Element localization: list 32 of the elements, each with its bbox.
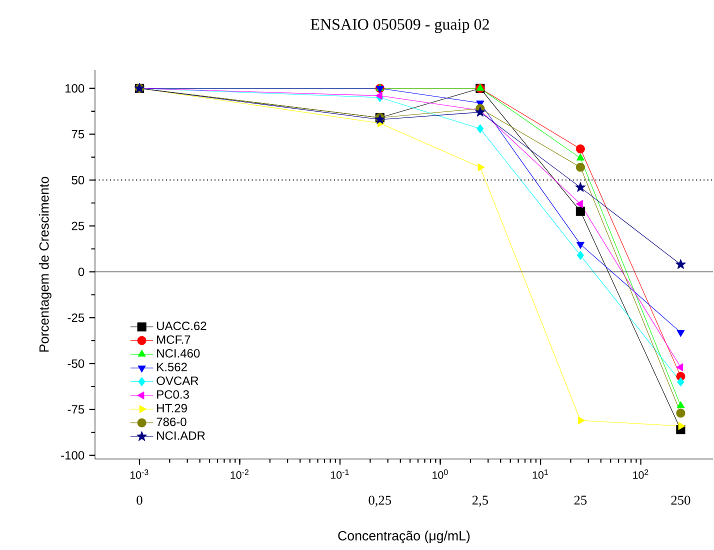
text: 0: [136, 496, 142, 505]
legend-label: NCI.460: [157, 349, 200, 358]
y-tick-label: -100: [61, 451, 84, 460]
legend-label: UACC.62: [157, 322, 206, 330]
y-tick-label: 25: [72, 222, 84, 230]
legend-label: MCF.7: [157, 335, 190, 344]
y-tick-label: 50: [72, 176, 84, 184]
y-tick-label: 0: [78, 268, 84, 276]
text: 250: [671, 496, 690, 505]
legend-label: HT.29: [157, 404, 187, 412]
legend-label: 786-0: [156, 418, 186, 426]
y-axis-title: Porcentagem de Crescimento: [38, 176, 52, 352]
y-tick-label: -50: [68, 359, 84, 368]
legend-label: PC0.3: [157, 390, 189, 399]
x-tick-label: 10$^{0}$: [432, 469, 448, 479]
x-tick-label: 10$^{-3}$: [130, 469, 148, 479]
x-tick-label: 10$^{-1}$: [331, 469, 349, 479]
text: 0,25: [368, 496, 392, 507]
y-tick-label: -75: [68, 405, 84, 414]
chart-title: ENSAIO 050509 - guaip 02: [310, 18, 489, 34]
x-tick-label: 10$^{1}$: [532, 469, 548, 479]
text: 25: [574, 496, 587, 505]
legend-label: K.562: [157, 362, 187, 372]
y-tick-label: -25: [68, 313, 84, 322]
y-tick-label: 75: [72, 130, 84, 138]
legend-label: OVCAR: [156, 376, 198, 386]
y-tick-label: 100: [66, 84, 84, 93]
legend-label: NCI.ADR: [157, 431, 205, 440]
text: 2,5: [472, 496, 488, 507]
x-tick-label: 10$^{2}$: [633, 469, 648, 479]
x-tick-label: 10$^{-2}$: [230, 469, 249, 479]
x-axis-title: Concentração (μg/mL): [338, 530, 470, 544]
